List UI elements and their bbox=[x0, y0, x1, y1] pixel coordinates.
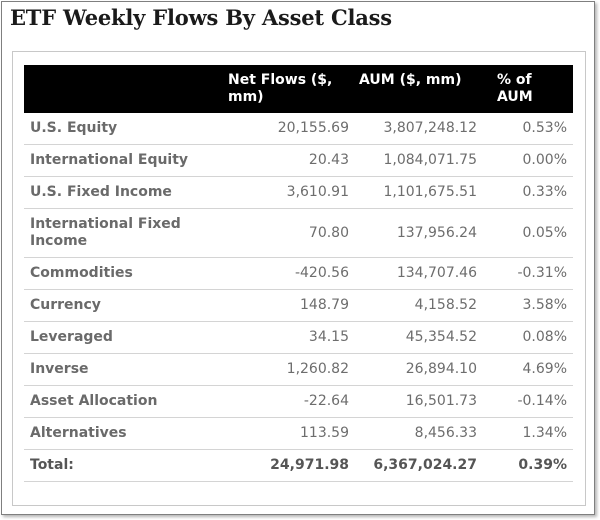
asset-class-cell: Alternatives bbox=[24, 417, 224, 450]
pct-aum-cell: 0.08% bbox=[483, 321, 573, 354]
net-flows-cell: 34.15 bbox=[224, 321, 355, 354]
total-net-flows: 24,971.98 bbox=[224, 449, 355, 482]
total-pct-aum: 0.39% bbox=[483, 449, 573, 482]
net-flows-cell: -420.56 bbox=[224, 257, 355, 290]
table-row: Alternatives 113.59 8,456.33 1.34% bbox=[24, 417, 573, 450]
table-row: Inverse 1,260.82 26,894.10 4.69% bbox=[24, 353, 573, 386]
aum-cell: 1,101,675.51 bbox=[355, 176, 483, 209]
asset-class-cell: U.S. Fixed Income bbox=[24, 176, 224, 209]
asset-class-cell: Currency bbox=[24, 289, 224, 322]
table-row: Asset Allocation -22.64 16,501.73 -0.14% bbox=[24, 385, 573, 418]
table-panel: Net Flows ($, mm) AUM ($, mm) % of AUM U… bbox=[12, 51, 586, 506]
header-asset-class bbox=[24, 65, 224, 113]
header-net-flows: Net Flows ($, mm) bbox=[224, 65, 355, 113]
figure-frame: ETF Weekly Flows By Asset Class Net Flow… bbox=[1, 1, 595, 515]
asset-class-cell: Inverse bbox=[24, 353, 224, 386]
table-row: Commodities -420.56 134,707.46 -0.31% bbox=[24, 257, 573, 290]
table-row: International Fixed Income 70.80 137,956… bbox=[24, 208, 573, 258]
total-row: Total: 24,971.98 6,367,024.27 0.39% bbox=[24, 449, 573, 482]
pct-aum-cell: 4.69% bbox=[483, 353, 573, 386]
net-flows-cell: 1,260.82 bbox=[224, 353, 355, 386]
net-flows-cell: 70.80 bbox=[224, 208, 355, 258]
aum-cell: 26,894.10 bbox=[355, 353, 483, 386]
pct-aum-cell: 3.58% bbox=[483, 289, 573, 322]
pct-aum-cell: -0.31% bbox=[483, 257, 573, 290]
table-row: U.S. Fixed Income 3,610.91 1,101,675.51 … bbox=[24, 176, 573, 209]
asset-class-cell: International Equity bbox=[24, 144, 224, 177]
asset-class-cell: Commodities bbox=[24, 257, 224, 290]
net-flows-cell: -22.64 bbox=[224, 385, 355, 418]
pct-aum-cell: 0.05% bbox=[483, 208, 573, 258]
pct-aum-cell: 1.34% bbox=[483, 417, 573, 450]
total-aum: 6,367,024.27 bbox=[355, 449, 483, 482]
aum-cell: 1,084,071.75 bbox=[355, 144, 483, 177]
table-row: International Equity 20.43 1,084,071.75 … bbox=[24, 144, 573, 177]
table-row: U.S. Equity 20,155.69 3,807,248.12 0.53% bbox=[24, 113, 573, 145]
flows-table: Net Flows ($, mm) AUM ($, mm) % of AUM U… bbox=[24, 65, 573, 482]
net-flows-cell: 20,155.69 bbox=[224, 113, 355, 145]
pct-aum-cell: -0.14% bbox=[483, 385, 573, 418]
header-aum: AUM ($, mm) bbox=[355, 65, 483, 113]
net-flows-cell: 20.43 bbox=[224, 144, 355, 177]
asset-class-cell: International Fixed Income bbox=[24, 208, 224, 258]
total-label: Total: bbox=[24, 449, 224, 482]
asset-class-cell: Asset Allocation bbox=[24, 385, 224, 418]
aum-cell: 137,956.24 bbox=[355, 208, 483, 258]
pct-aum-cell: 0.00% bbox=[483, 144, 573, 177]
net-flows-cell: 113.59 bbox=[224, 417, 355, 450]
aum-cell: 8,456.33 bbox=[355, 417, 483, 450]
header-pct-of-aum: % of AUM bbox=[483, 65, 573, 113]
table-row: Currency 148.79 4,158.52 3.58% bbox=[24, 289, 573, 322]
asset-class-cell: Leveraged bbox=[24, 321, 224, 354]
page-title: ETF Weekly Flows By Asset Class bbox=[10, 5, 392, 30]
header-row: Net Flows ($, mm) AUM ($, mm) % of AUM bbox=[24, 65, 573, 113]
asset-class-cell: U.S. Equity bbox=[24, 113, 224, 145]
table-row: Leveraged 34.15 45,354.52 0.08% bbox=[24, 321, 573, 354]
pct-aum-cell: 0.33% bbox=[483, 176, 573, 209]
net-flows-cell: 148.79 bbox=[224, 289, 355, 322]
aum-cell: 45,354.52 bbox=[355, 321, 483, 354]
aum-cell: 134,707.46 bbox=[355, 257, 483, 290]
aum-cell: 3,807,248.12 bbox=[355, 113, 483, 145]
net-flows-cell: 3,610.91 bbox=[224, 176, 355, 209]
aum-cell: 4,158.52 bbox=[355, 289, 483, 322]
aum-cell: 16,501.73 bbox=[355, 385, 483, 418]
pct-aum-cell: 0.53% bbox=[483, 113, 573, 145]
